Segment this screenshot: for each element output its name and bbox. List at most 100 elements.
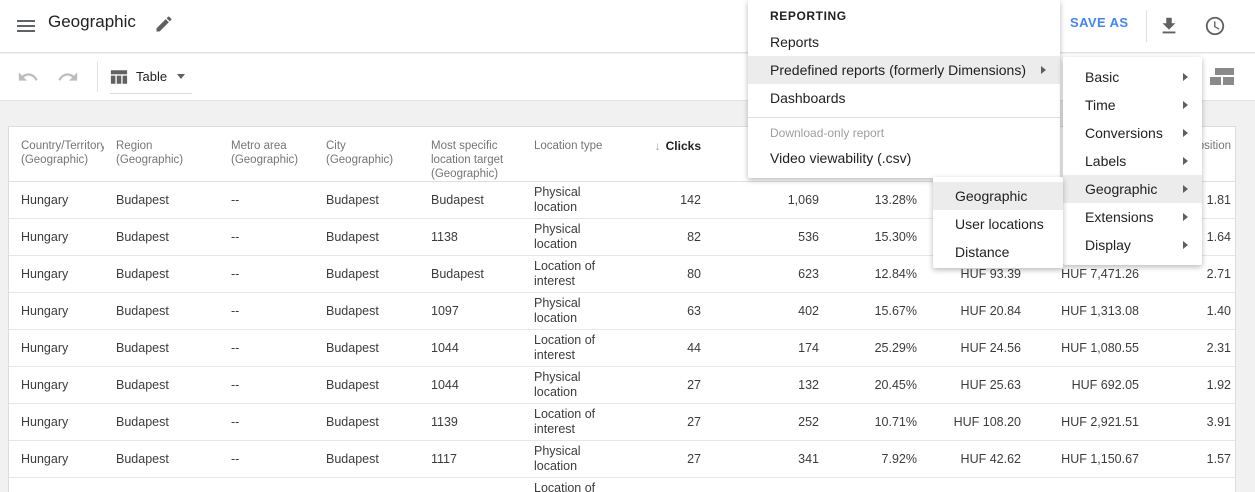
- table-cell: 1117: [431, 451, 457, 466]
- table-cell: Budapest: [326, 377, 379, 392]
- view-selector-label: Table: [136, 69, 168, 84]
- menu-item-video-viewability-csv[interactable]: Video viewability (.csv): [770, 150, 912, 166]
- table-cell: 1044: [431, 377, 459, 392]
- table-cell: Budapest: [431, 266, 484, 281]
- download-button[interactable]: [1158, 14, 1182, 38]
- clock-icon: [1205, 16, 1225, 36]
- adjust-columns-button[interactable]: [1208, 65, 1238, 89]
- table-cell: --: [231, 377, 240, 392]
- table-cell: Hungary: [21, 192, 69, 207]
- submenu-arrow-icon: [1183, 241, 1188, 249]
- geographic-submenu-item-geographic[interactable]: Geographic: [933, 182, 1063, 210]
- submenu-arrow-icon: [1183, 129, 1188, 137]
- table-cell: 27: [687, 377, 701, 392]
- geographic-submenu-item-user-locations[interactable]: User locations: [955, 216, 1044, 232]
- table-cell: 1138: [431, 229, 458, 244]
- geographic-submenu-item-distance[interactable]: Distance: [955, 244, 1010, 260]
- save-as-button[interactable]: SAVE AS: [1070, 15, 1129, 30]
- column-header-country-territory-geographic[interactable]: Country/Territory (Geographic): [21, 140, 104, 166]
- table-cell: [1149, 478, 1235, 492]
- hamburger-icon: [17, 20, 35, 32]
- submenu-item-time[interactable]: Time: [1063, 91, 1202, 119]
- predefined-reports-submenu: Basic Time Conversions Labels Geographic Exte…: [1063, 57, 1202, 265]
- table-cell: Hungary: [21, 266, 69, 281]
- submenu-arrow-icon: [1183, 101, 1188, 109]
- submenu-item-display[interactable]: Display: [1063, 231, 1202, 259]
- table-cell: 10.71%: [874, 414, 917, 429]
- table-cell: --: [231, 414, 240, 429]
- table-cell: [1031, 478, 1149, 492]
- edit-title-button[interactable]: [154, 13, 176, 35]
- table-cell: --: [231, 266, 240, 281]
- submenu-arrow-icon: [1183, 73, 1188, 81]
- table-cell: [9, 478, 104, 492]
- top-bar: Geographic SAVE AS: [0, 0, 1255, 53]
- column-header-metro-area-geographic[interactable]: Metro area (Geographic): [231, 140, 299, 166]
- submenu-item-labels[interactable]: Labels: [1063, 147, 1202, 175]
- hamburger-menu-icon[interactable]: [14, 14, 38, 38]
- submenu-item-extensions[interactable]: Extensions: [1063, 203, 1202, 231]
- table-cell: Budapest: [326, 192, 379, 207]
- submenu-item-basic[interactable]: Basic: [1063, 63, 1202, 91]
- column-header-region-geographic[interactable]: Region (Geographic): [116, 140, 184, 166]
- table-cell: Budapest: [326, 229, 379, 244]
- table-cell: 27: [687, 414, 701, 429]
- submenu-item-geographic[interactable]: Geographic: [1063, 175, 1202, 203]
- table-cell: 82: [687, 229, 701, 244]
- columns-icon: [1210, 68, 1234, 85]
- submenu-item-conversions[interactable]: Conversions: [1063, 119, 1202, 147]
- table-cell: 252: [798, 414, 819, 429]
- table-cell: HUF 692.05: [1071, 377, 1139, 392]
- table-cell: 1097: [431, 303, 459, 318]
- table-row: Hungary Budapest -- Budapest 1117 Physical lo…: [9, 441, 1235, 478]
- redo-button[interactable]: [56, 65, 82, 89]
- table-cell: 1044: [431, 340, 459, 355]
- table-cell: [634, 478, 711, 492]
- table-row: Location of interest: [9, 478, 1235, 492]
- menu-item-dashboards[interactable]: Dashboards: [770, 90, 846, 106]
- table-cell: HUF 2,921.51: [1061, 414, 1139, 429]
- table-cell: Hungary: [21, 303, 69, 318]
- table-cell: 25.29%: [874, 340, 917, 355]
- table-cell: --: [231, 229, 240, 244]
- table-cell: Physical location: [534, 296, 581, 325]
- table-cell: HUF 1,080.55: [1061, 340, 1139, 355]
- table-cell: 20.45%: [874, 377, 917, 392]
- menu-item-reports[interactable]: Reports: [770, 34, 820, 50]
- column-header-most-specific-location-target-geographic[interactable]: Most specific location target (Geographi…: [431, 140, 504, 180]
- table-cell: Budapest: [116, 229, 169, 244]
- table-cell: 15.30%: [874, 229, 917, 244]
- table-cell: 2.31: [1206, 340, 1231, 355]
- table-cell: HUF 7,471.26: [1061, 266, 1139, 281]
- table-cell: 402: [798, 303, 819, 318]
- table-cell: 142: [680, 192, 701, 207]
- table-header-row: Country/Territory (Geographic) Region (Ge…: [9, 127, 1235, 182]
- table-cell: 536: [798, 229, 819, 244]
- column-header-location-type[interactable]: Location type: [534, 140, 603, 152]
- menu-item-predefined-reports-formerly-dimensions[interactable]: Predefined reports (formerly Dimensions): [748, 56, 1060, 84]
- table-row: Hungary Budapest -- Budapest 1139 Location of…: [9, 404, 1235, 441]
- table-cell: 1139: [431, 414, 458, 429]
- table-cell: Budapest: [326, 303, 379, 318]
- table-cell: Location of interest: [534, 333, 596, 362]
- table-cell: Budapest: [326, 266, 379, 281]
- history-button[interactable]: [1204, 14, 1228, 38]
- table-cell: 44: [687, 340, 701, 355]
- table-cell: Budapest: [431, 192, 484, 207]
- column-header-clicks[interactable]: ↓ Clicks: [634, 127, 711, 181]
- table-cell: HUF 1,313.08: [1061, 303, 1139, 318]
- download-icon: [1162, 17, 1176, 34]
- table-cell: [829, 478, 927, 492]
- column-header-city-geographic[interactable]: City (Geographic): [326, 140, 394, 166]
- table-cell: 1.40: [1206, 303, 1231, 318]
- undo-button[interactable]: [16, 65, 42, 89]
- table-cell: Budapest: [116, 451, 169, 466]
- table-cell: Budapest: [116, 303, 169, 318]
- geographic-submenu: Geographic User locations Distance: [933, 177, 1063, 268]
- table-cell: 80: [687, 266, 701, 281]
- table-cell: Hungary: [21, 229, 69, 244]
- table-cell: 1.92: [1206, 377, 1231, 392]
- view-selector-table[interactable]: Table: [110, 60, 192, 94]
- table-cell: HUF 20.84: [960, 303, 1021, 318]
- table-row: Hungary Budapest -- Budapest 1044 Physical lo…: [9, 367, 1235, 404]
